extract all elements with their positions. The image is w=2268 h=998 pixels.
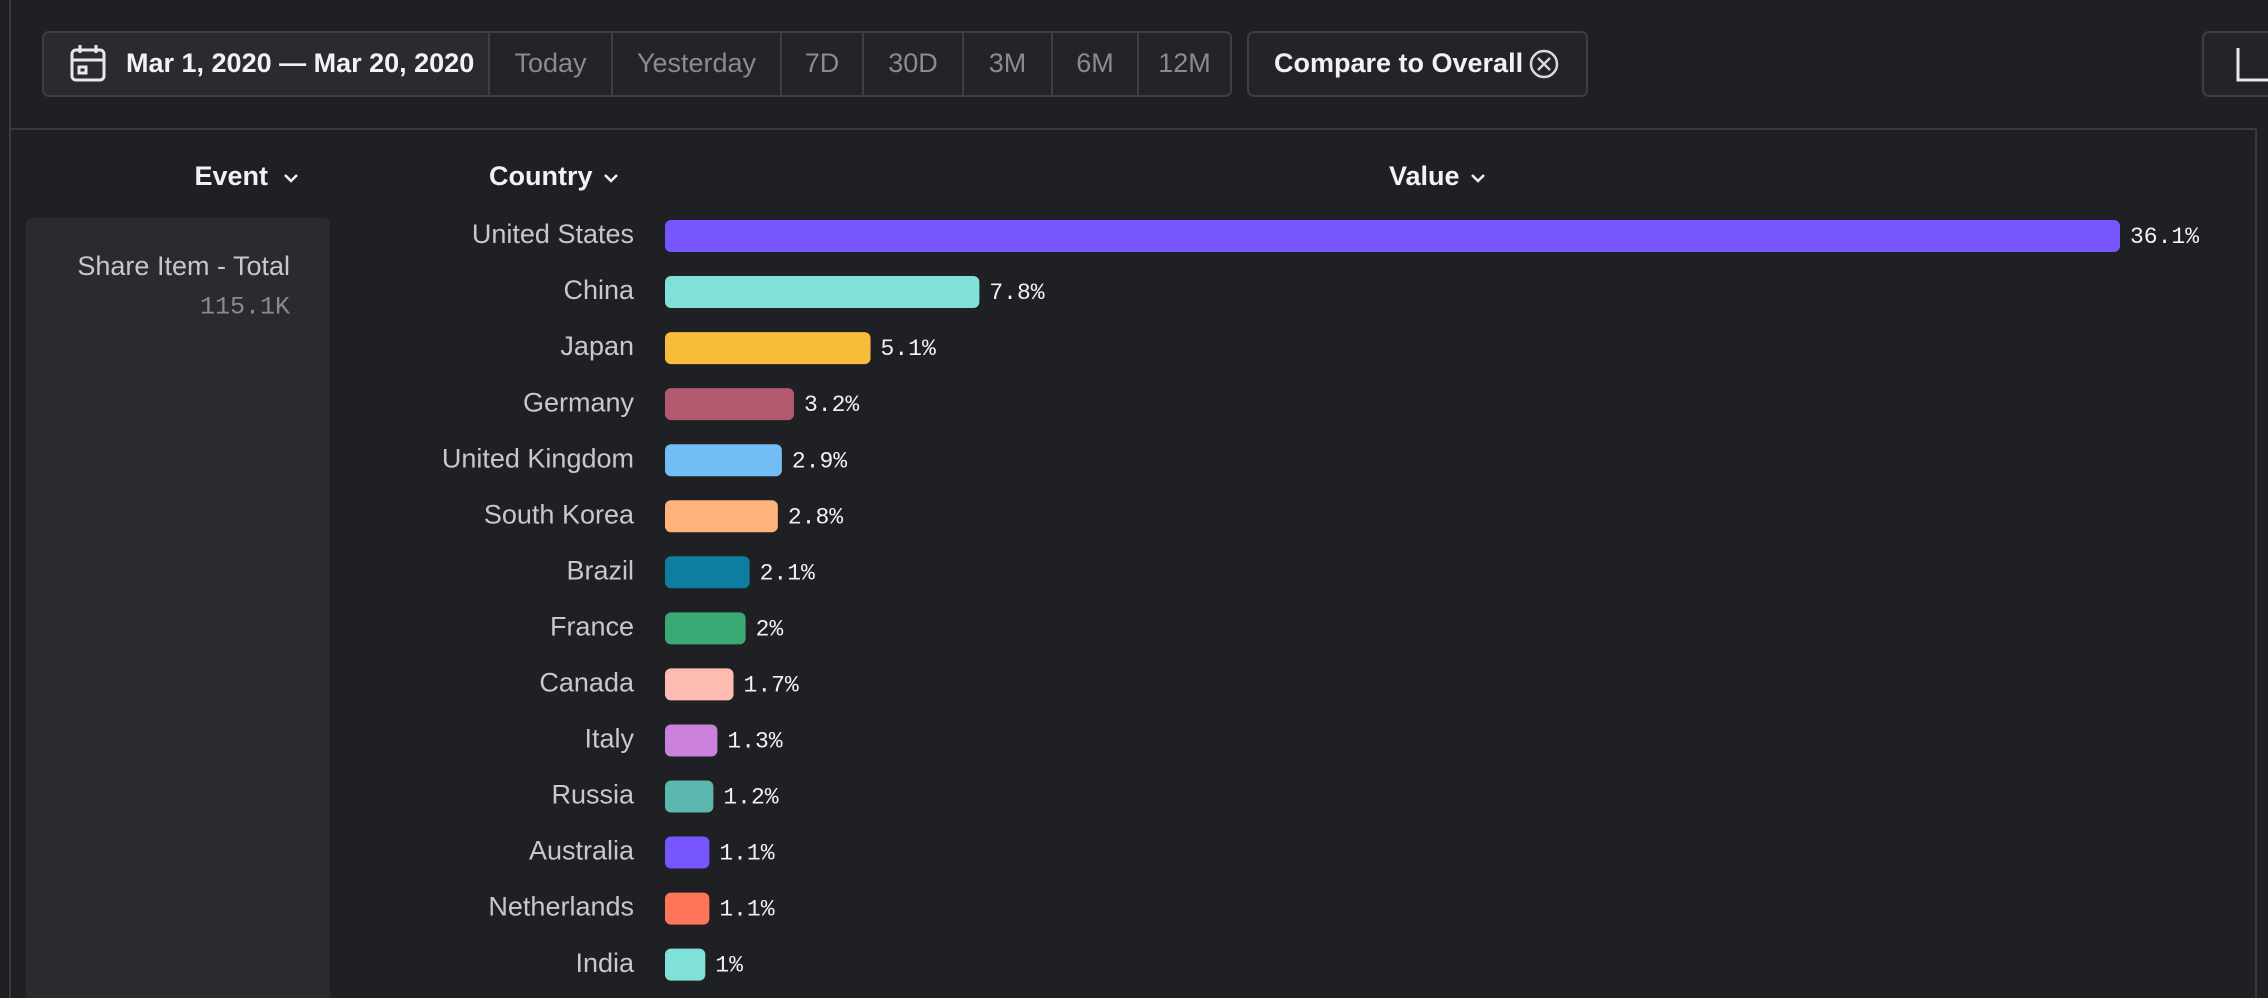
date-range[interactable]: Mar 1, 2020 — Mar 20, 2020 <box>126 48 474 78</box>
category-label: Netherlands <box>488 892 634 922</box>
bar[interactable] <box>665 892 710 925</box>
category-label: South Korea <box>484 499 635 529</box>
preset-button[interactable]: 7D <box>805 48 840 78</box>
preset-button[interactable]: 12M <box>1158 48 1211 78</box>
bar[interactable] <box>665 220 2120 252</box>
value-label: 2.9% <box>792 448 847 474</box>
column-header[interactable]: Event <box>194 161 268 191</box>
bar[interactable] <box>665 500 778 533</box>
event-total: 115.1K <box>200 293 290 322</box>
bar[interactable] <box>665 276 980 309</box>
category-label: Brazil <box>566 555 634 585</box>
category-label: Italy <box>584 724 634 754</box>
value-label: 1.2% <box>723 785 778 811</box>
value-label: 5.1% <box>881 336 936 362</box>
value-label: 1.3% <box>727 729 782 755</box>
category-label: India <box>575 948 635 978</box>
category-label: Japan <box>560 331 634 361</box>
preset-button[interactable]: 30D <box>888 48 938 78</box>
value-label: 36.1% <box>2130 224 2199 250</box>
clear-icon[interactable] <box>1529 49 1559 79</box>
chart-icon <box>2236 48 2268 82</box>
bar[interactable] <box>665 556 750 589</box>
calendar-icon <box>70 45 106 82</box>
date-range-button[interactable] <box>44 33 489 95</box>
value-label: 2.8% <box>788 504 843 530</box>
category-label: Canada <box>539 668 635 698</box>
chevron[interactable] <box>604 174 618 183</box>
preset-button[interactable]: Yesterday <box>637 48 757 78</box>
compare-label[interactable]: Compare to Overall <box>1274 48 1523 78</box>
chevron[interactable] <box>284 174 298 183</box>
category-label: Germany <box>523 387 635 417</box>
value-label: 7.8% <box>989 280 1044 306</box>
bar[interactable] <box>665 388 794 421</box>
value-label: 1% <box>715 953 743 979</box>
preset-button[interactable]: 6M <box>1076 48 1114 78</box>
value-label: 2% <box>756 616 784 642</box>
bar[interactable] <box>665 780 714 813</box>
value-label: 1.7% <box>744 672 799 698</box>
category-label: United States <box>472 219 634 249</box>
category-label: France <box>550 611 634 641</box>
event-panel <box>26 218 330 998</box>
column-header[interactable]: Country <box>489 161 593 191</box>
category-label: Russia <box>551 780 635 810</box>
category-label: China <box>563 275 635 305</box>
value-label: 2.1% <box>760 560 815 586</box>
bar[interactable] <box>665 332 871 365</box>
bar[interactable] <box>665 948 706 981</box>
preset-button[interactable]: Today <box>514 48 587 78</box>
column-header[interactable]: Value <box>1389 161 1460 191</box>
category-label: United Kingdom <box>442 443 634 473</box>
category-label: Australia <box>529 836 635 866</box>
bar[interactable] <box>665 612 746 645</box>
bar[interactable] <box>665 668 734 701</box>
bar[interactable] <box>665 836 710 869</box>
bar[interactable] <box>665 444 782 477</box>
bar[interactable] <box>665 724 718 757</box>
value-label: 1.1% <box>719 897 774 923</box>
value-label: 1.1% <box>719 841 774 867</box>
compare-button[interactable] <box>1247 31 1588 97</box>
chart-type-button[interactable] <box>2202 31 2268 97</box>
value-label: 3.2% <box>804 392 859 418</box>
preset-button[interactable]: 3M <box>989 48 1027 78</box>
chevron[interactable] <box>1471 174 1485 183</box>
event-name[interactable]: Share Item - Total <box>77 251 290 281</box>
